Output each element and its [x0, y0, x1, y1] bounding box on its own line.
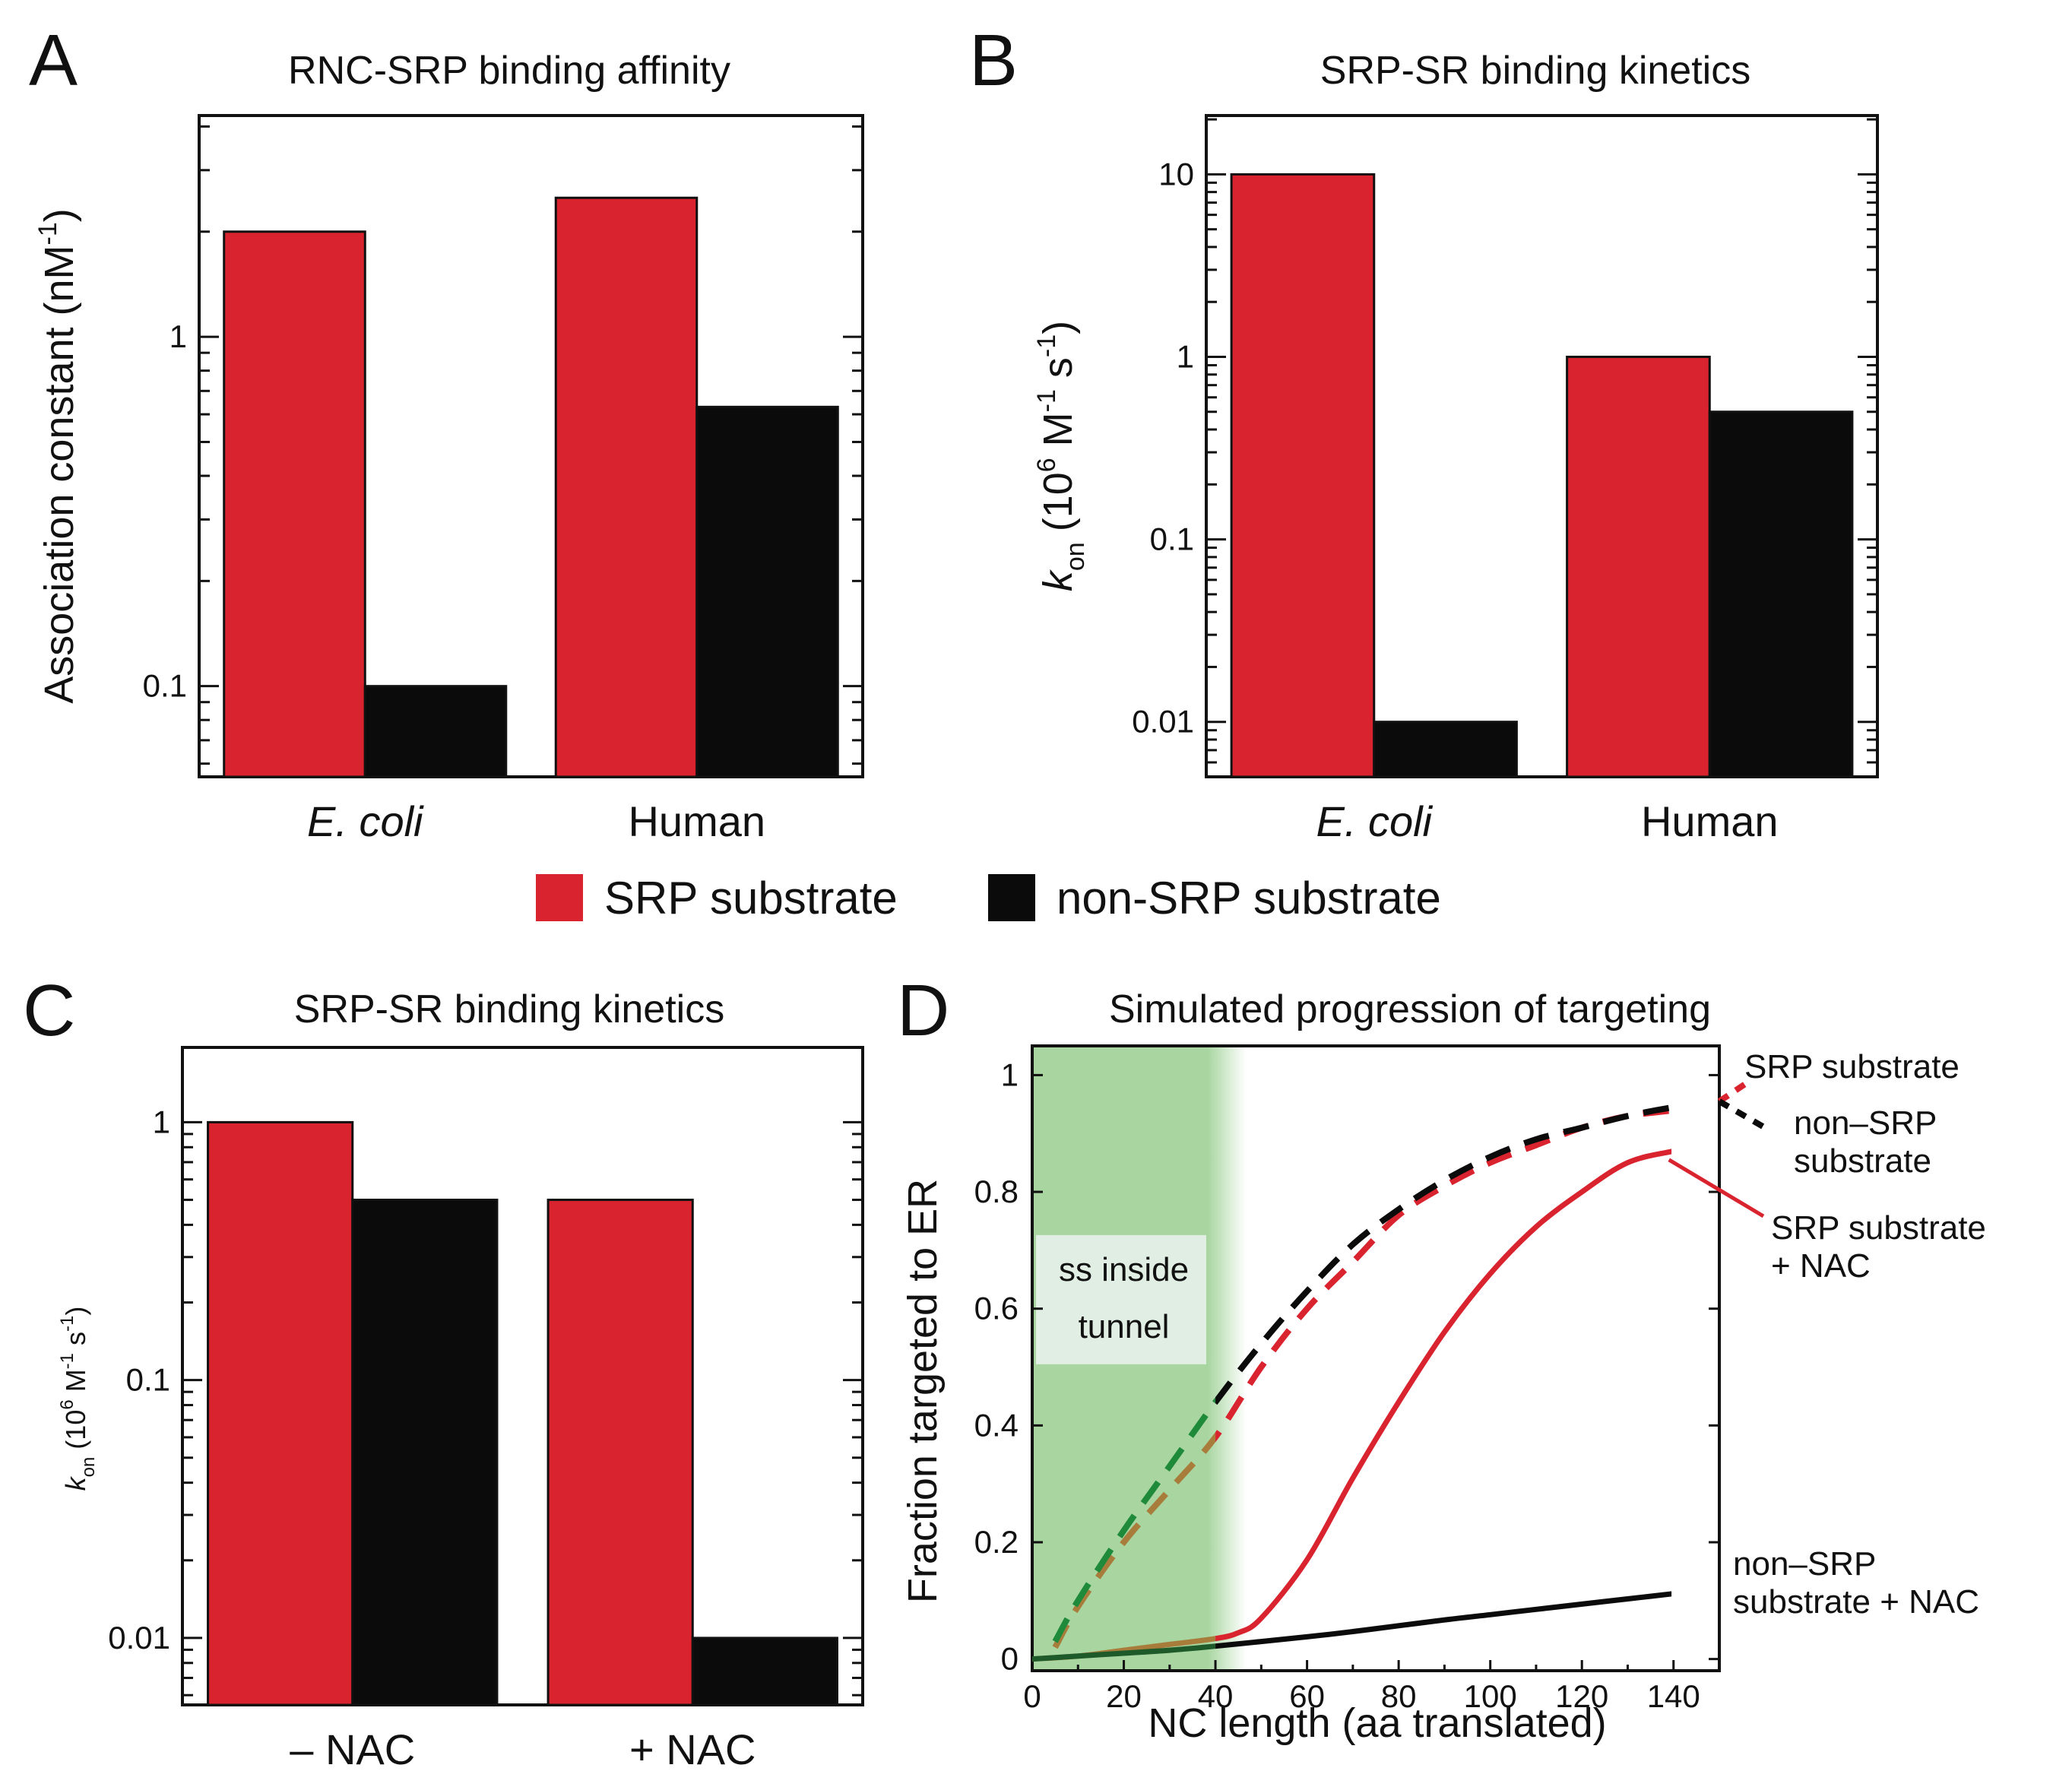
- panel-d-label-leader-non-srp: [1718, 1098, 1766, 1131]
- panel-b-bar-non_srp-1: [1708, 410, 1854, 778]
- panel-d-line-non_srp_nac-tunnel: [1032, 1643, 1216, 1662]
- panel-c-bar-srp-1: [547, 1199, 694, 1706]
- panel-b-ytick-label-1: 0.1: [1150, 521, 1194, 557]
- panel-a-ytick-label-0: 0.1: [143, 668, 187, 704]
- panel-d-ytick-label-1: 0.2: [974, 1524, 1019, 1560]
- legend-swatch-srp: [536, 874, 583, 921]
- panel-a-bar-non_srp-0: [363, 685, 508, 778]
- panel-c-ytick-label-0: 0.01: [108, 1620, 170, 1656]
- panel-a-ytick-label-1: 1: [169, 318, 187, 354]
- panel-d-label-srp: SRP substrate: [1744, 1048, 1960, 1085]
- panel-a-title: RNC-SRP binding affinity: [288, 49, 730, 93]
- panel-b-chart: E. coli Human 0.01 0.1 1 10: [1132, 114, 1879, 845]
- panel-c-ytick-label-2: 1: [153, 1104, 170, 1139]
- panel-letter-c: C: [23, 970, 75, 1051]
- panel-c-bar-srp-0: [207, 1120, 354, 1706]
- panel-d-line-non_srp_dashed: [1215, 1104, 1672, 1408]
- panel-d-tunnel-label-line1: ss inside: [1059, 1251, 1189, 1288]
- panel-d-tunnel-label-box: [1036, 1234, 1207, 1364]
- panel-a-ylabel: Association constant (nM-1): [33, 208, 82, 704]
- panel-b-category-label-0: E. coli: [1316, 797, 1434, 845]
- panel-c-bar-non_srp-0: [351, 1199, 499, 1706]
- panel-c-frame: [181, 1046, 864, 1706]
- panel-d-xtick-label-1: 20: [1106, 1678, 1142, 1714]
- panel-d-tunnel-label-line2: tunnel: [1079, 1308, 1170, 1345]
- panel-a-chart: E. coli Human 0.1 1: [143, 114, 864, 845]
- legend-swatch-non-srp: [988, 874, 1035, 921]
- panel-d-label-srp-nac-line1: SRP substrate: [1771, 1209, 1986, 1247]
- panel-a-bar-srp-1: [554, 196, 699, 778]
- panel-d-ytick-label-5: 1: [1001, 1057, 1019, 1092]
- panel-c-category-label-1: + NAC: [629, 1725, 756, 1773]
- panel-d-ylabel: Fraction targeted to ER: [900, 1179, 946, 1603]
- panel-d-ytick-label-3: 0.6: [974, 1291, 1019, 1326]
- panel-d-xlabel: NC length (aa translated): [1148, 1700, 1606, 1746]
- panel-d-xtick-label-2: 40: [1198, 1678, 1234, 1714]
- panel-letter-d: D: [897, 970, 949, 1051]
- panel-a-frame: [198, 114, 864, 778]
- panel-d-line-srp_nac-tunnel: [1032, 1636, 1216, 1662]
- panel-c-title: SRP-SR binding kinetics: [294, 987, 724, 1031]
- panel-d-label-non-srp-nac-line2: substrate + NAC: [1733, 1583, 1979, 1621]
- panel-d-line-non_srp_nac: [1215, 1591, 1672, 1649]
- panel-d-line-srp_nac: [1215, 1149, 1672, 1642]
- panel-d-xtick-label-3: 60: [1289, 1678, 1325, 1714]
- panel-d-xtick-label-4: 80: [1381, 1678, 1417, 1714]
- legend-label-srp: SRP substrate: [604, 873, 898, 924]
- panel-c-chart: – NAC + NAC 0.01 0.1 1: [108, 1046, 864, 1773]
- panel-letter-b: B: [969, 20, 1018, 101]
- panel-d-xtick-label-7: 140: [1647, 1678, 1700, 1714]
- panel-d-frame: [1031, 1044, 1721, 1672]
- panel-d-label-srp-nac-line2: + NAC: [1771, 1247, 1871, 1285]
- panel-d-xtick-label-6: 120: [1555, 1678, 1608, 1714]
- panel-d-xtick-label-0: 0: [1023, 1678, 1041, 1714]
- panel-a-bar-non_srp-1: [695, 405, 839, 778]
- panel-c-category-label-0: – NAC: [290, 1725, 415, 1773]
- panel-b-ytick-label-3: 10: [1158, 156, 1194, 192]
- panel-b-bar-non_srp-0: [1373, 721, 1518, 778]
- panel-c-bar-non_srp-1: [691, 1636, 838, 1706]
- panel-d-label-leader-srp-nac: [1668, 1158, 1765, 1218]
- panel-b-bar-srp-0: [1230, 173, 1376, 778]
- panel-d-title: Simulated progression of targeting: [1109, 987, 1711, 1031]
- panel-a-bar-srp-0: [223, 230, 366, 778]
- legend: SRP substrate non-SRP substrate: [536, 873, 1441, 924]
- panel-c-ytick-label-1: 0.1: [126, 1362, 170, 1398]
- panel-b-frame: [1205, 114, 1879, 778]
- panel-b-bar-srp-1: [1566, 355, 1711, 778]
- panel-b-ylabel: kon(106 M-1 s-1): [1032, 321, 1090, 591]
- panel-d-label-leader-srp: [1717, 1078, 1752, 1104]
- panel-d-ytick-label-0: 0: [1001, 1641, 1019, 1677]
- panel-b-ytick-label-0: 0.01: [1132, 704, 1194, 740]
- panel-d-label-non-srp-line1: non–SRP: [1794, 1104, 1937, 1142]
- panel-c-ylabel: kon(106 M-1 s-1): [57, 1307, 99, 1491]
- panel-d-label-non-srp-nac-line1: non–SRP: [1733, 1545, 1876, 1583]
- legend-label-non-srp: non-SRP substrate: [1057, 873, 1441, 924]
- panel-a-category-label-1: Human: [628, 797, 765, 845]
- panel-d-chart: ss inside tunnel 0 20 40 60 80 100 120 140 0 0.2 0.4…: [974, 1044, 1986, 1714]
- panel-b-title: SRP-SR binding kinetics: [1320, 49, 1750, 93]
- panel-d-label-non-srp-line2: substrate: [1794, 1142, 1931, 1180]
- panel-letter-a: A: [29, 20, 78, 101]
- panel-d-xtick-label-5: 100: [1464, 1678, 1517, 1714]
- panel-b-ytick-label-2: 1: [1177, 338, 1194, 374]
- panel-b-category-label-1: Human: [1641, 797, 1779, 845]
- panel-d-ytick-label-4: 0.8: [974, 1174, 1019, 1209]
- panel-a-category-label-0: E. coli: [307, 797, 424, 845]
- panel-d-ytick-label-2: 0.4: [974, 1407, 1019, 1443]
